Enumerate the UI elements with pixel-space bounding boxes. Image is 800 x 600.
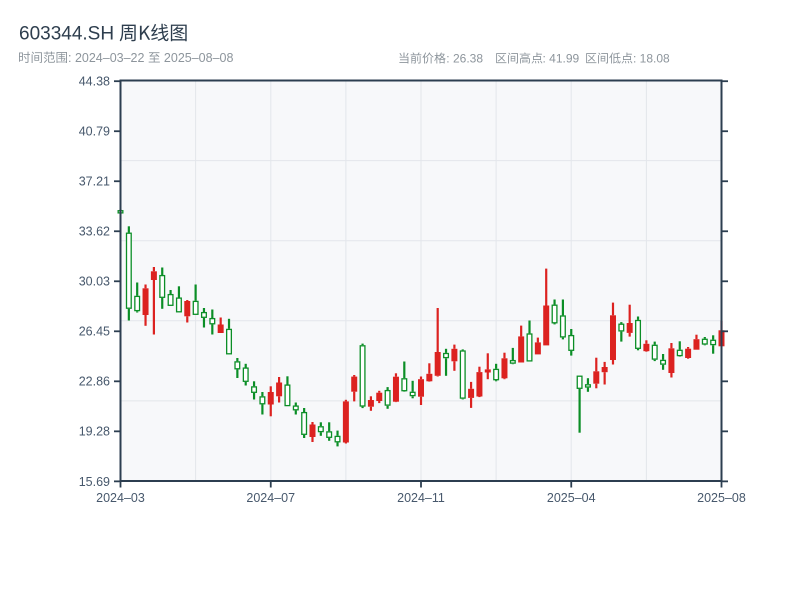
svg-text:19.28: 19.28 xyxy=(79,425,110,439)
svg-text:37.21: 37.21 xyxy=(79,175,110,189)
svg-text:40.79: 40.79 xyxy=(79,125,110,139)
svg-text:44.38: 44.38 xyxy=(79,75,110,89)
svg-text:2024–03: 2024–03 xyxy=(96,491,145,505)
svg-text:30.03: 30.03 xyxy=(79,275,110,289)
svg-text:2025–08: 2025–08 xyxy=(697,491,746,505)
svg-text:33.62: 33.62 xyxy=(79,225,110,239)
svg-text:2025–04: 2025–04 xyxy=(547,491,596,505)
svg-text:15.69: 15.69 xyxy=(79,475,110,489)
svg-text:26.45: 26.45 xyxy=(79,325,110,339)
svg-text:2024–11: 2024–11 xyxy=(397,491,445,505)
svg-text:22.86: 22.86 xyxy=(79,375,110,389)
svg-text:2024–07: 2024–07 xyxy=(246,491,295,505)
